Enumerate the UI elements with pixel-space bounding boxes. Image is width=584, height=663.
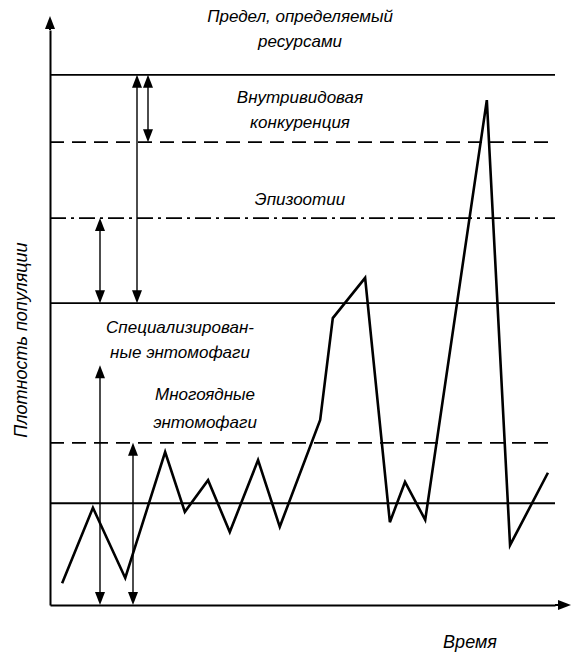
y-axis-title: Плотность популяции bbox=[11, 242, 31, 437]
y-axis-arrow-stem bbox=[49, 26, 51, 30]
reference-line bbox=[50, 141, 555, 143]
reference-line bbox=[50, 302, 555, 304]
range-arrow bbox=[99, 371, 100, 599]
marks bbox=[50, 75, 555, 583]
range-arrow-head bbox=[132, 290, 142, 303]
decorations bbox=[45, 16, 571, 610]
reference-line bbox=[50, 74, 555, 76]
range-arrow-head bbox=[128, 443, 138, 456]
range-arrow-head bbox=[128, 592, 138, 605]
reference-line bbox=[50, 442, 555, 444]
x-axis-arrow-stem bbox=[555, 604, 560, 606]
x-axis-title: Время bbox=[443, 632, 497, 652]
reference-label: Эпизоотии bbox=[255, 190, 346, 209]
range-arrow-head bbox=[143, 75, 153, 88]
reference-label: Внутривидоваяконкуренция bbox=[237, 88, 363, 132]
range-arrow bbox=[132, 449, 133, 599]
reference-labels: Предел, определяемыйресурсами Внутривидов… bbox=[106, 7, 393, 432]
range-arrow-head bbox=[143, 129, 153, 142]
range-arrow bbox=[99, 224, 100, 297]
x-axis-line bbox=[51, 605, 556, 607]
range-arrow-head bbox=[95, 290, 105, 303]
y-axis-arrow bbox=[45, 16, 55, 29]
plot: Предел, определяемыйресурсами Внутривидов… bbox=[45, 7, 571, 610]
reference-line bbox=[50, 502, 555, 504]
y-axis-line bbox=[50, 31, 52, 606]
reference-line bbox=[50, 217, 555, 219]
range-arrow-head bbox=[95, 218, 105, 231]
range-arrow-head bbox=[95, 592, 105, 605]
range-arrow-head bbox=[95, 365, 105, 378]
range-arrow bbox=[136, 81, 137, 297]
chart: Предел, определяемыйресурсами Внутривидов… bbox=[0, 0, 584, 663]
range-arrow-head bbox=[132, 75, 142, 88]
reference-label: Многоядныеэнтомофаги bbox=[153, 385, 257, 432]
reference-label: Специализирован-ные энтомофаги bbox=[106, 318, 254, 362]
y-axis bbox=[50, 31, 51, 606]
series-line bbox=[62, 100, 548, 583]
reference-label: Предел, определяемыйресурсами bbox=[207, 7, 393, 51]
range-arrow bbox=[147, 81, 148, 136]
x-axis bbox=[51, 605, 556, 606]
